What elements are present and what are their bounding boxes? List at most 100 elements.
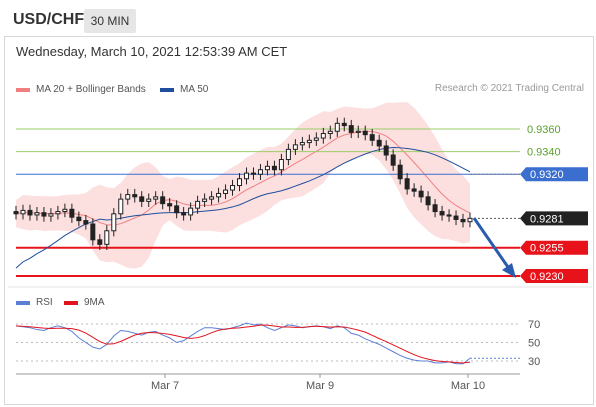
candle-body xyxy=(418,190,424,198)
candle-body xyxy=(306,139,312,144)
candle-body xyxy=(285,148,291,161)
candle xyxy=(118,193,124,220)
candle xyxy=(243,167,249,185)
price-tag-0.9255: 0.9255 xyxy=(520,240,588,255)
timeframe-button[interactable]: 30 MIN xyxy=(84,9,136,33)
candle xyxy=(48,208,54,222)
candle-body xyxy=(327,130,333,135)
price-tag-box xyxy=(520,211,588,226)
candle xyxy=(76,211,82,227)
candle-body xyxy=(216,192,222,198)
candle-body xyxy=(313,137,319,141)
candle-body xyxy=(34,212,40,216)
ma50-line xyxy=(15,147,471,269)
candle-body xyxy=(223,189,229,194)
symbol-title: USD/CHF xyxy=(13,11,85,28)
candle xyxy=(376,134,382,152)
candle xyxy=(425,191,431,211)
candle-body xyxy=(202,198,208,202)
rsi-tick-label: 30 xyxy=(528,356,540,368)
candle xyxy=(432,199,438,218)
candle xyxy=(34,207,40,221)
candle-body xyxy=(146,198,152,202)
candle xyxy=(69,203,75,223)
candle xyxy=(313,132,319,146)
candle-body xyxy=(90,223,96,241)
candle xyxy=(55,205,61,220)
candle xyxy=(202,193,208,208)
candle-body xyxy=(69,208,75,218)
ma20-line xyxy=(15,130,471,226)
candle-body xyxy=(125,194,131,200)
rsi-tick-label: 70 xyxy=(528,319,540,331)
candle xyxy=(390,149,396,171)
legend-rsi-label: RSI xyxy=(36,297,53,308)
candle-body xyxy=(55,211,61,215)
candle-body xyxy=(27,209,33,216)
candle xyxy=(237,173,243,192)
candle xyxy=(257,164,263,180)
x-axis: Mar 7 Mar 9 Mar 10 xyxy=(16,373,520,392)
legend-9ma: 9MA xyxy=(64,297,105,308)
candle-body xyxy=(237,178,243,187)
candles xyxy=(13,117,473,250)
rsi-9ma-line xyxy=(15,324,471,364)
arrow-shaft xyxy=(472,217,512,271)
forecast-arrow xyxy=(472,217,516,278)
rsi-tick-label: 50 xyxy=(528,338,540,350)
ma50-path xyxy=(15,147,471,269)
candle xyxy=(230,179,236,196)
candle xyxy=(264,160,270,176)
legend-ma50-label: MA 50 xyxy=(180,84,209,95)
candle-body xyxy=(104,230,110,245)
candle-body xyxy=(13,211,19,215)
candle-body xyxy=(320,133,326,139)
candle-body xyxy=(167,203,173,207)
price-label: 0.9340 xyxy=(527,147,561,159)
candle-body xyxy=(181,212,187,216)
price-tag-box xyxy=(520,240,588,255)
candle xyxy=(383,140,389,161)
candle xyxy=(20,204,26,220)
candle xyxy=(334,117,340,137)
legend-ma20-label: MA 20 + Bollinger Bands xyxy=(36,84,146,95)
candle-body xyxy=(348,125,354,133)
research-credit: Research © 2021 Trading Central xyxy=(434,83,584,94)
candle-body xyxy=(453,215,459,220)
candle xyxy=(250,167,256,180)
candle-body xyxy=(446,214,452,217)
candle xyxy=(418,185,424,203)
price-labels: 0.9360 0.9340 0.9320 0.9281 0.9255 0.9230 xyxy=(520,124,588,283)
x-tick-label: Mar 7 xyxy=(151,380,179,392)
candle xyxy=(104,225,110,250)
candle-body xyxy=(243,172,249,180)
candle xyxy=(27,204,33,221)
candle xyxy=(125,188,131,205)
candle-body xyxy=(230,185,236,191)
candle xyxy=(397,159,403,185)
candle xyxy=(285,143,291,166)
candle-body xyxy=(383,145,389,156)
candle xyxy=(362,125,368,141)
candle-body xyxy=(188,207,194,216)
candle xyxy=(160,191,166,210)
legend-ma20-bollinger: MA 20 + Bollinger Bands xyxy=(16,84,146,95)
candle xyxy=(320,127,326,144)
candle xyxy=(223,184,229,200)
candle-body xyxy=(425,196,431,206)
legend-ma50: MA 50 xyxy=(160,84,208,95)
candle-body xyxy=(257,169,263,175)
candle xyxy=(139,191,145,208)
candle xyxy=(453,210,459,226)
candle-body xyxy=(41,212,47,217)
candle-body xyxy=(271,165,277,171)
candle xyxy=(404,173,410,195)
candle xyxy=(460,213,466,228)
chart-datetime: Wednesday, March 10, 2021 12:53:39 AM CE… xyxy=(16,44,288,59)
candle-body xyxy=(404,178,410,190)
candle-body xyxy=(174,205,180,214)
rsi-line xyxy=(15,322,471,365)
candle xyxy=(83,214,89,230)
candle xyxy=(271,160,277,176)
